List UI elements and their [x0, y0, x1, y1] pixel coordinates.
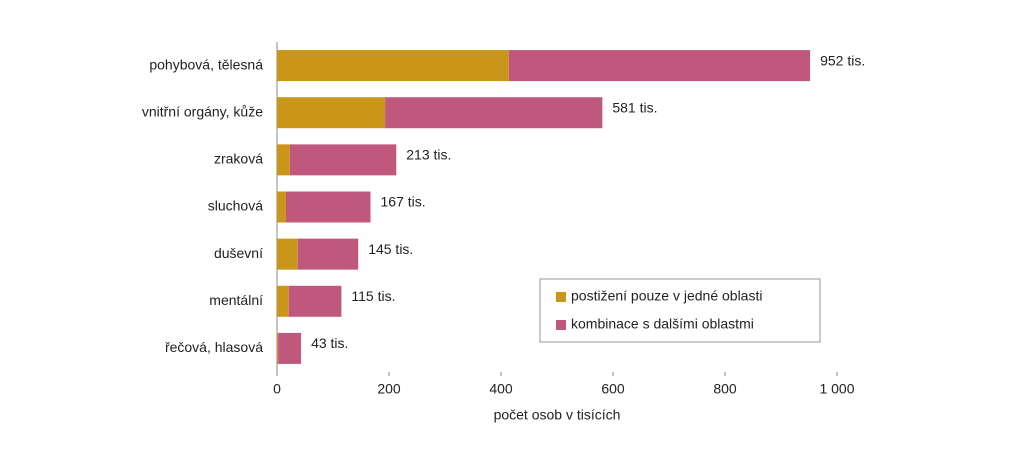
total-label: 115 tis. — [351, 288, 395, 304]
bar-segment — [277, 97, 386, 129]
bar-segment — [277, 238, 298, 270]
bar-segment — [277, 191, 286, 223]
x-tick-label: 1 000 — [819, 381, 854, 397]
legend-label: postižení pouze v jedné oblasti — [571, 288, 762, 304]
legend-swatch — [556, 320, 566, 330]
x-tick-label: 400 — [489, 381, 513, 397]
bar-segment — [277, 332, 279, 364]
bar-segment — [508, 50, 811, 82]
bar-segment — [277, 144, 290, 176]
legend-label: kombinace s dalšími oblastmi — [571, 316, 754, 332]
x-tick-label: 200 — [377, 381, 401, 397]
x-axis-label: počet osob v tisících — [494, 407, 621, 423]
bar-segment — [285, 191, 371, 223]
x-tick-label: 0 — [273, 381, 281, 397]
total-label: 43 tis. — [311, 335, 348, 351]
total-label: 581 tis. — [612, 99, 657, 115]
bar-segment — [297, 238, 359, 270]
y-tick-label: pohybová, tělesná — [149, 56, 263, 72]
x-tick-label: 800 — [713, 381, 737, 397]
bar-segment — [289, 144, 397, 176]
y-tick-label: duševní — [214, 245, 263, 261]
x-tick-label: 600 — [601, 381, 625, 397]
y-tick-label: zraková — [214, 151, 263, 167]
bar-segment — [278, 332, 302, 364]
total-label: 213 tis. — [406, 147, 451, 163]
total-label: 952 tis. — [820, 52, 865, 68]
bar-segment — [277, 285, 289, 317]
bar-segment — [385, 97, 603, 129]
total-label: 145 tis. — [368, 241, 413, 257]
y-tick-label: sluchová — [208, 198, 263, 214]
legend-box — [539, 278, 821, 343]
y-tick-label: vnitřní orgány, kůže — [142, 103, 263, 119]
y-tick-label: mentální — [209, 292, 263, 308]
legend-swatch — [556, 292, 566, 302]
total-label: 167 tis. — [381, 194, 426, 210]
y-tick-label: řečová, hlasová — [165, 339, 263, 355]
bar-segment — [288, 285, 342, 317]
bar-segment — [277, 50, 509, 82]
